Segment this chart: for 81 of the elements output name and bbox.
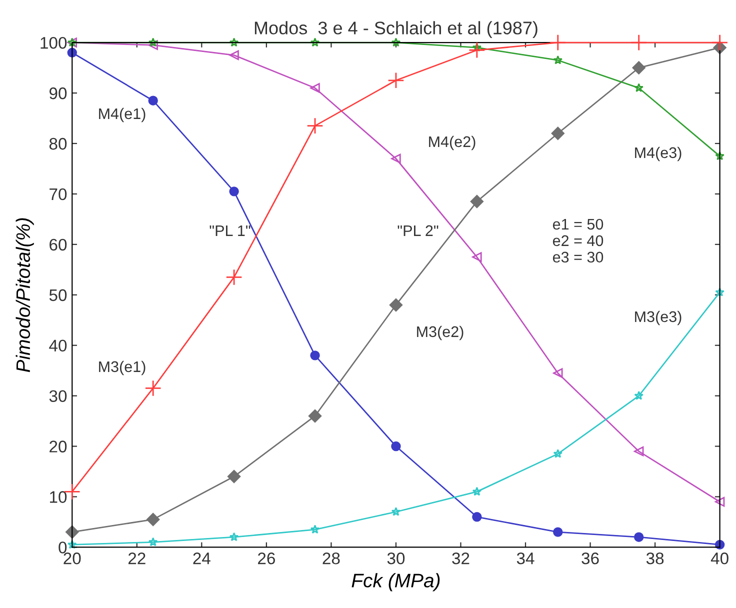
point	[310, 83, 320, 93]
annotation: M4(e1)	[99, 108, 146, 122]
point	[229, 50, 239, 60]
annotation: M3(e2)	[417, 326, 464, 340]
x-tick-label: 28	[322, 552, 340, 564]
point	[388, 72, 404, 89]
point	[634, 532, 644, 542]
point	[468, 42, 486, 58]
point	[226, 268, 242, 286]
x-tick-label: 34	[516, 552, 534, 564]
x-axis-title: Fck (MPa)	[352, 573, 440, 592]
point	[67, 540, 77, 549]
point	[553, 55, 563, 64]
annotation: M4(e3)	[635, 146, 682, 162]
point	[391, 38, 401, 47]
point	[389, 298, 403, 312]
point	[148, 40, 158, 50]
y-tick-label: 20	[50, 440, 67, 452]
point	[711, 34, 728, 51]
chart-title: Modos 3 e 4 - Schlaich et al (1987)	[254, 21, 538, 38]
point	[391, 507, 401, 516]
point	[715, 287, 724, 296]
x-tick-label: 30	[387, 552, 405, 564]
point	[634, 83, 644, 92]
y-tick-label: 10	[50, 491, 67, 503]
point	[148, 537, 158, 546]
y-tick-label: 0	[58, 542, 67, 554]
point	[470, 194, 484, 208]
point	[229, 38, 239, 47]
x-tick-label: 40	[710, 552, 728, 564]
point	[553, 527, 563, 537]
x-tick-label: 38	[646, 552, 664, 564]
x-tick-label: 20	[64, 552, 81, 564]
x-tick-label: 32	[452, 552, 470, 564]
point	[472, 512, 482, 522]
point	[632, 61, 646, 74]
point	[229, 532, 239, 542]
point	[715, 151, 724, 160]
annotation: M3(e1)	[99, 360, 146, 376]
point	[310, 350, 320, 360]
point	[550, 34, 566, 51]
y-tick-label: 40	[49, 340, 67, 352]
x-tick-label: 22	[128, 552, 146, 564]
x-tick-label: 24	[193, 552, 210, 564]
y-tick-label: 90	[50, 87, 67, 100]
y-tick-label: 70	[50, 188, 67, 200]
point	[553, 448, 563, 458]
point	[148, 96, 158, 106]
point	[391, 154, 401, 164]
point	[553, 368, 563, 378]
annotation: "PL 2"	[398, 225, 438, 236]
point	[634, 446, 644, 456]
y-tick-label: 50	[49, 289, 67, 302]
x-tick-label: 36	[582, 552, 599, 564]
point	[551, 126, 564, 140]
point	[472, 486, 482, 496]
point	[391, 441, 401, 452]
annotation: "PL 1"	[210, 225, 250, 236]
y-tick-label: 30	[49, 390, 67, 402]
point	[714, 496, 725, 507]
point	[472, 42, 482, 52]
point	[472, 252, 482, 262]
point	[229, 186, 239, 196]
point	[148, 38, 158, 47]
point	[630, 34, 648, 51]
point	[227, 470, 241, 484]
annotation: M4(e2)	[429, 136, 476, 150]
point	[310, 524, 320, 534]
y-axis-title: Pimodo/Pitotal(%)	[16, 218, 34, 372]
x-tick-label: 26	[258, 552, 275, 564]
y-tick-label: 60	[50, 238, 67, 251]
point	[310, 38, 320, 47]
y-tick-label: 100	[40, 36, 67, 49]
point	[634, 390, 644, 400]
annotation: e1 = 50 e2 = 40 e3 = 30	[552, 218, 604, 263]
annotation: M3(e3)	[635, 310, 682, 326]
point	[146, 512, 160, 526]
point	[144, 380, 162, 397]
point	[308, 409, 322, 423]
y-tick-label: 80	[49, 138, 67, 150]
point	[306, 117, 324, 134]
